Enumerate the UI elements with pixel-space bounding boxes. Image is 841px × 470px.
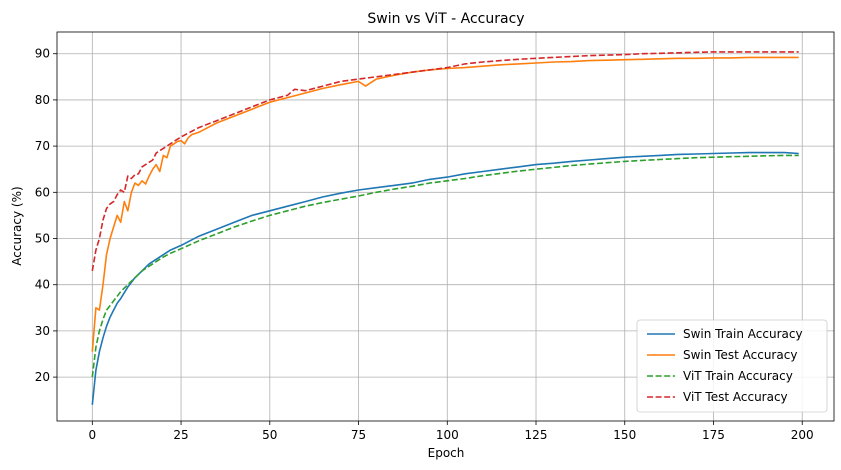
legend-label: Swin Test Accuracy — [683, 348, 797, 362]
y-axis-title: Accuracy (%) — [10, 186, 24, 265]
chart-legend: Swin Train Accuracy Swin Test Accuracy ViT… — [636, 319, 828, 413]
series-lines — [91, 51, 799, 405]
x-tick-label: 200 — [791, 428, 814, 442]
x-axis-title: Epoch — [428, 446, 465, 460]
x-tick-label: 100 — [436, 428, 459, 442]
x-tick-label: 75 — [351, 428, 366, 442]
y-tick-label: 80 — [35, 93, 50, 107]
x-tick-label: 150 — [613, 428, 636, 442]
series-line-swin-train-accuracy — [91, 151, 799, 405]
series-line-swin-test-accuracy — [91, 56, 799, 352]
chart-title: Swin vs ViT - Accuracy — [367, 11, 524, 27]
x-tick-label: 175 — [702, 428, 725, 442]
x-tick-label: 25 — [173, 428, 188, 442]
y-tick-label: 20 — [35, 370, 50, 384]
y-tick-label: 70 — [35, 139, 50, 153]
legend-label: Swin Train Accuracy — [683, 327, 803, 341]
x-tick-label: 125 — [525, 428, 548, 442]
y-tick-label: 60 — [35, 185, 50, 199]
axis-ticks: 0 25 50 75 100 125 150 175 200 20 30 40 50 60 70 80 90 — [35, 47, 814, 442]
plot-area-frame — [56, 31, 835, 422]
legend-label: ViT Test Accuracy — [683, 390, 788, 404]
y-tick-label: 90 — [35, 47, 50, 61]
series-line-vit-test-accuracy — [91, 51, 799, 272]
legend-box — [636, 319, 828, 413]
y-tick-label: 30 — [35, 324, 50, 338]
y-tick-label: 50 — [35, 232, 50, 246]
x-tick-label: 0 — [88, 428, 96, 442]
legend-label: ViT Train Accuracy — [683, 369, 793, 383]
series-line-vit-train-accuracy — [91, 154, 799, 378]
y-tick-label: 40 — [35, 278, 50, 292]
x-tick-label: 50 — [262, 428, 277, 442]
